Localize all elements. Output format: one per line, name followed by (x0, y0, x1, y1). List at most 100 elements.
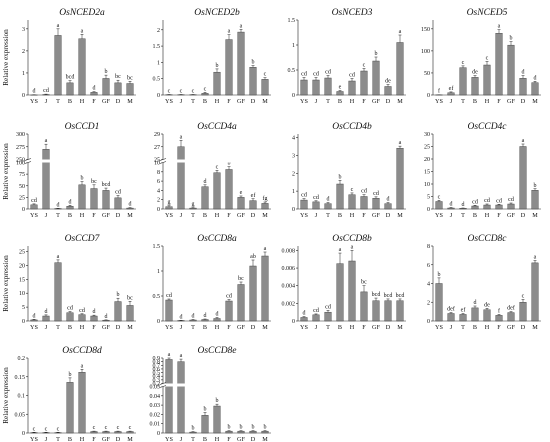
y-tick-label: 5 (427, 195, 430, 201)
significance-letter: d (93, 309, 96, 315)
significance-letter: d (462, 202, 465, 208)
bar-T (189, 207, 197, 210)
bar-D (249, 200, 257, 210)
category-label: M (397, 324, 403, 331)
category-label: F (497, 324, 501, 331)
significance-letter: a (81, 28, 84, 34)
panel-title: OsNCED3 (332, 8, 373, 18)
bar-M (531, 262, 539, 322)
significance-letter: cd (484, 198, 490, 204)
bar-B (336, 183, 344, 210)
category-label: D (116, 98, 121, 105)
bar-F (225, 300, 233, 322)
category-label: YS (165, 324, 173, 331)
significance-letter: a (240, 23, 243, 29)
significance-letter: c (105, 425, 108, 431)
bar-GF (507, 203, 515, 210)
category-label: T (56, 98, 60, 105)
y-tick-label: 150 (421, 27, 430, 33)
significance-letter: c (33, 426, 36, 432)
bar-D (519, 78, 527, 96)
significance-letter: cd (325, 304, 331, 310)
significance-letter: bcd (384, 293, 393, 299)
significance-letter: b (252, 425, 255, 431)
category-label: F (497, 212, 501, 219)
bar-T (459, 208, 467, 210)
bar-J (42, 149, 50, 210)
bar-GF (507, 44, 515, 96)
category-label: YS (300, 212, 308, 219)
bar-M (126, 431, 134, 434)
bar-H (348, 80, 356, 96)
category-label: D (386, 324, 391, 331)
y-tick-label: 1 (292, 189, 295, 195)
bar-F (360, 70, 368, 96)
panel-title: OsCCD8e (197, 346, 236, 356)
y-tick-label: 3 (22, 27, 25, 33)
y-tick-label: 100 (421, 49, 430, 55)
significance-letter: b (216, 398, 219, 404)
category-label: GF (102, 212, 110, 219)
significance-letter: c (462, 60, 465, 66)
category-label: T (56, 212, 60, 219)
bar-J (312, 314, 320, 322)
bar-H (483, 204, 491, 210)
category-label: F (227, 324, 231, 331)
category-label: H (485, 324, 490, 331)
significance-letter: cd (313, 195, 319, 201)
y-tick-label: 20 (19, 263, 25, 269)
bar-J (447, 207, 455, 210)
category-label: GF (237, 436, 245, 442)
bar-J (312, 79, 320, 96)
significance-letter: d (129, 202, 132, 208)
category-label: D (116, 212, 121, 219)
y-tick-label: 0.002 (282, 301, 296, 307)
bar-H (78, 38, 86, 96)
bar-D (249, 67, 257, 96)
significance-letter: cd (313, 308, 319, 314)
bar-GF (372, 198, 380, 210)
category-label: GF (237, 98, 245, 105)
significance-letter: bc (127, 75, 133, 81)
y-tick-label: 275 (16, 145, 25, 151)
significance-letter: c (351, 187, 354, 193)
bar-M (261, 255, 269, 322)
category-label: B (68, 212, 72, 219)
y-tick-label: 1 (22, 71, 25, 77)
category-label: B (203, 212, 207, 219)
y-tick-label: 1 (157, 60, 160, 66)
bar-M (261, 430, 269, 434)
bar-F (495, 204, 503, 210)
significance-letter: b (81, 176, 84, 182)
significance-letter: cd (472, 199, 478, 205)
significance-letter: e (240, 190, 243, 196)
bar-GF (237, 31, 245, 96)
y-tick-label: 100 (16, 161, 25, 167)
category-label: T (326, 324, 330, 331)
y-tick-label: 0 (22, 207, 25, 213)
bar-M (261, 79, 269, 96)
bar-H (78, 372, 86, 434)
bar-H (213, 405, 221, 434)
significance-letter: c (129, 425, 132, 431)
panel-OsNCED2a: OsNCED2a Relative expression 0 1 2 3 d YS cd Ja Tb… (2, 8, 136, 105)
panel-OsCCD8e: OsCCD8e 0 0.01 0.02 0.03 0.04 0.050.20.30.40.5… (150, 346, 271, 442)
significance-letter: def (507, 305, 515, 312)
category-label: H (80, 324, 85, 331)
bar-B (201, 415, 209, 434)
bar-H (78, 184, 86, 210)
y-tick-label: 0 (292, 93, 295, 99)
y-tick-label: 20 (424, 157, 430, 163)
category-label: T (191, 436, 195, 442)
significance-letter: b (69, 372, 72, 378)
category-label: D (251, 98, 256, 105)
bar-B (201, 93, 209, 96)
significance-letter: c (180, 89, 183, 95)
significance-letter: b (117, 292, 120, 298)
significance-letter: a (339, 247, 342, 253)
significance-letter: d (204, 313, 207, 319)
bar-D (384, 86, 392, 96)
significance-letter: cd (313, 72, 319, 78)
bar-T (324, 203, 332, 210)
y-tick-label: 6 (427, 263, 430, 269)
